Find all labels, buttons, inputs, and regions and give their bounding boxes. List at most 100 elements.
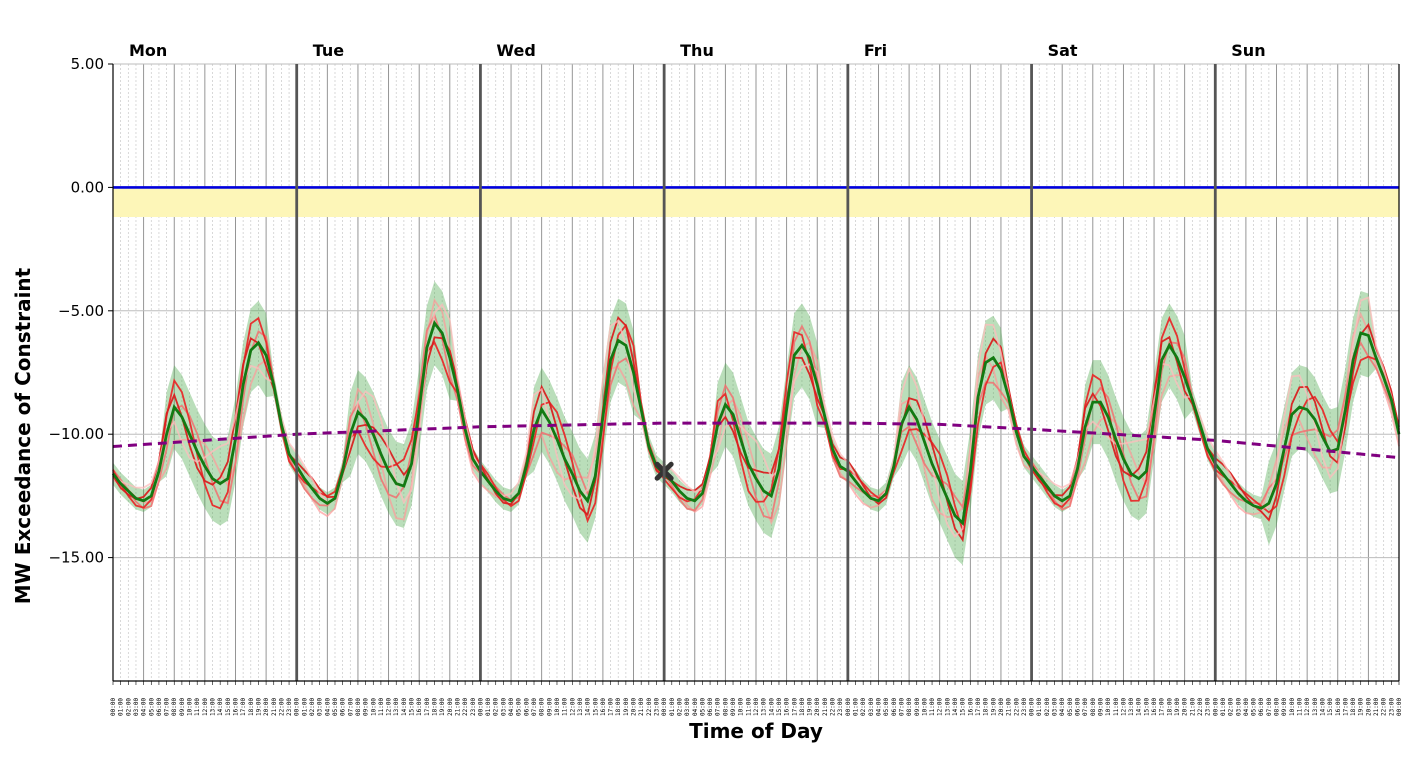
x-tick-label: 06:00 bbox=[1258, 698, 1265, 716]
x-tick-label: 18:00 bbox=[799, 698, 806, 716]
x-tick-label: 11:00 bbox=[562, 698, 569, 716]
x-tick-label: 12:00 bbox=[569, 698, 576, 716]
x-tick-label: 08:00 bbox=[722, 698, 729, 716]
x-tick-label: 17:00 bbox=[424, 698, 431, 716]
x-tick-label: 02:00 bbox=[493, 698, 500, 716]
x-tick-label: 13:00 bbox=[1312, 698, 1319, 716]
x-tick-label: 10:00 bbox=[554, 698, 561, 716]
x-tick-label: 16:00 bbox=[784, 698, 791, 716]
day-label: Fri bbox=[864, 41, 887, 60]
x-tick-label: 04:00 bbox=[508, 698, 515, 716]
x-tick-label: 06:00 bbox=[523, 698, 530, 716]
x-tick-label: 23:00 bbox=[1388, 698, 1395, 716]
x-tick-label: 03:00 bbox=[1052, 698, 1059, 716]
x-tick-label: 05:00 bbox=[1251, 698, 1258, 716]
x-tick-label: 23:00 bbox=[653, 698, 660, 716]
x-tick-label: 20:00 bbox=[998, 698, 1005, 716]
x-tick-label: 19:00 bbox=[439, 698, 446, 716]
x-tick-label: 03:00 bbox=[133, 698, 140, 716]
x-tick-label: 03:00 bbox=[1235, 698, 1242, 716]
x-tick-label: 01:00 bbox=[669, 698, 676, 716]
x-tick-label: 06:00 bbox=[707, 698, 714, 716]
x-tick-label: 10:00 bbox=[370, 698, 377, 716]
x-tick-label: 18:00 bbox=[1350, 698, 1357, 716]
x-tick-label: 18:00 bbox=[1166, 698, 1173, 716]
x-tick-label: 08:00 bbox=[355, 698, 362, 716]
x-tick-label: 05:00 bbox=[148, 698, 155, 716]
x-tick-label: 04:00 bbox=[692, 698, 699, 716]
x-tick-label: 10:00 bbox=[738, 698, 745, 716]
x-tick-label: 09:00 bbox=[363, 698, 370, 716]
x-tick-label: 14:00 bbox=[768, 698, 775, 716]
x-tick-label: 17:00 bbox=[975, 698, 982, 716]
x-tick-label: 22:00 bbox=[1381, 698, 1388, 716]
historical-series-line bbox=[112, 316, 1400, 543]
x-tick-label: 07:00 bbox=[715, 698, 722, 716]
x-tick-label: 00:00 bbox=[1396, 698, 1403, 716]
x-tick-label: 23:00 bbox=[837, 698, 844, 716]
day-label: Sun bbox=[1231, 41, 1265, 60]
x-tick-label: 17:00 bbox=[1342, 698, 1349, 716]
x-tick-label: 20:00 bbox=[1365, 698, 1372, 716]
x-tick-label: 01:00 bbox=[118, 698, 125, 716]
x-tick-label: 23:00 bbox=[1021, 698, 1028, 716]
x-tick-label: 03:00 bbox=[868, 698, 875, 716]
x-tick-label: 22:00 bbox=[462, 698, 469, 716]
x-tick-label: 13:00 bbox=[210, 698, 217, 716]
x-tick-label: 20:00 bbox=[263, 698, 270, 716]
x-tick-label: 16:00 bbox=[1151, 698, 1158, 716]
x-tick-label: 22:00 bbox=[278, 698, 285, 716]
x-tick-label: 05:00 bbox=[883, 698, 890, 716]
x-tick-label: 13:00 bbox=[393, 698, 400, 716]
x-tick-label: 02:00 bbox=[1228, 698, 1235, 716]
x-tick-label: 05:00 bbox=[332, 698, 339, 716]
x-tick-label: 00:00 bbox=[110, 698, 117, 716]
x-tick-label: 15:00 bbox=[225, 698, 232, 716]
axes bbox=[108, 63, 1400, 685]
x-tick-label: 12:00 bbox=[386, 698, 393, 716]
x-tick-label: 14:00 bbox=[217, 698, 224, 716]
x-tick-label: 21:00 bbox=[1373, 698, 1380, 716]
x-tick-label: 19:00 bbox=[1174, 698, 1181, 716]
x-tick-label: 11:00 bbox=[1113, 698, 1120, 716]
x-tick-label: 11:00 bbox=[378, 698, 385, 716]
x-tick-label: 16:00 bbox=[967, 698, 974, 716]
x-tick-label: 18:00 bbox=[248, 698, 255, 716]
y-tick-label: −10.00 bbox=[48, 425, 104, 443]
x-tick-label: 02:00 bbox=[125, 698, 132, 716]
x-tick-label: 06:00 bbox=[1075, 698, 1082, 716]
x-tick-label: 10:00 bbox=[1289, 698, 1296, 716]
x-tick-label: 10:00 bbox=[921, 698, 928, 716]
x-tick-label: 04:00 bbox=[875, 698, 882, 716]
x-tick-label: 08:00 bbox=[539, 698, 546, 716]
x-tick-label: 01:00 bbox=[1220, 698, 1227, 716]
x-tick-label: 16:00 bbox=[600, 698, 607, 716]
x-tick-label: 01:00 bbox=[853, 698, 860, 716]
x-tick-label: 03:00 bbox=[500, 698, 507, 716]
x-tick-label: 21:00 bbox=[1189, 698, 1196, 716]
x-tick-label: 09:00 bbox=[914, 698, 921, 716]
x-tick-label: 22:00 bbox=[1013, 698, 1020, 716]
x-tick-label: 20:00 bbox=[631, 698, 638, 716]
x-tick-label: 06:00 bbox=[340, 698, 347, 716]
x-tick-label: 23:00 bbox=[286, 698, 293, 716]
x-tick-label: 15:00 bbox=[1143, 698, 1150, 716]
x-tick-label: 18:00 bbox=[983, 698, 990, 716]
x-tick-label: 13:00 bbox=[1128, 698, 1135, 716]
x-tick-label: 15:00 bbox=[960, 698, 967, 716]
y-axis-title: MW Exceedance of Constraint bbox=[11, 267, 35, 604]
x-tick-label: 05:00 bbox=[699, 698, 706, 716]
x-tick-label: 17:00 bbox=[240, 698, 247, 716]
x-tick-label: 23:00 bbox=[470, 698, 477, 716]
x-tick-label: 06:00 bbox=[891, 698, 898, 716]
x-tick-label: 14:00 bbox=[401, 698, 408, 716]
x-tick-label: 05:00 bbox=[1067, 698, 1074, 716]
x-tick-label: 08:00 bbox=[906, 698, 913, 716]
x-tick-label: 08:00 bbox=[171, 698, 178, 716]
x-tick-label: 02:00 bbox=[1044, 698, 1051, 716]
day-label: Mon bbox=[129, 41, 167, 60]
x-tick-label: 09:00 bbox=[1281, 698, 1288, 716]
x-tick-label: 19:00 bbox=[807, 698, 814, 716]
x-tick-label: 22:00 bbox=[1197, 698, 1204, 716]
